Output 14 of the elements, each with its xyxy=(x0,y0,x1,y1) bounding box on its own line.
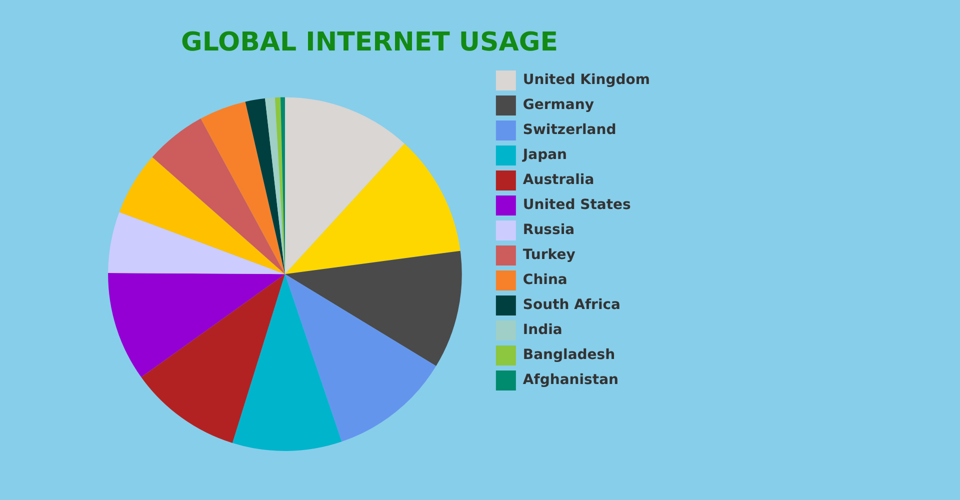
legend-label: United States xyxy=(522,197,631,214)
legend-label: Russia xyxy=(522,222,575,238)
legend-label: United Kingdom xyxy=(522,72,650,88)
legend-label: Turkey xyxy=(522,247,576,264)
legend-label: China xyxy=(522,272,568,288)
legend-label: Australia xyxy=(522,172,594,188)
legend-label: Japan xyxy=(522,147,568,164)
legend-label: South Africa xyxy=(522,297,620,314)
legend-label: Bangladesh xyxy=(522,347,616,364)
legend-label: Switzerland xyxy=(522,122,616,138)
legend-label: Germany xyxy=(522,97,594,114)
legend-label: Afghanistan xyxy=(522,372,618,388)
legend-label: India xyxy=(522,322,562,338)
chart-title: GLOBAL INTERNET USAGE xyxy=(181,27,558,58)
